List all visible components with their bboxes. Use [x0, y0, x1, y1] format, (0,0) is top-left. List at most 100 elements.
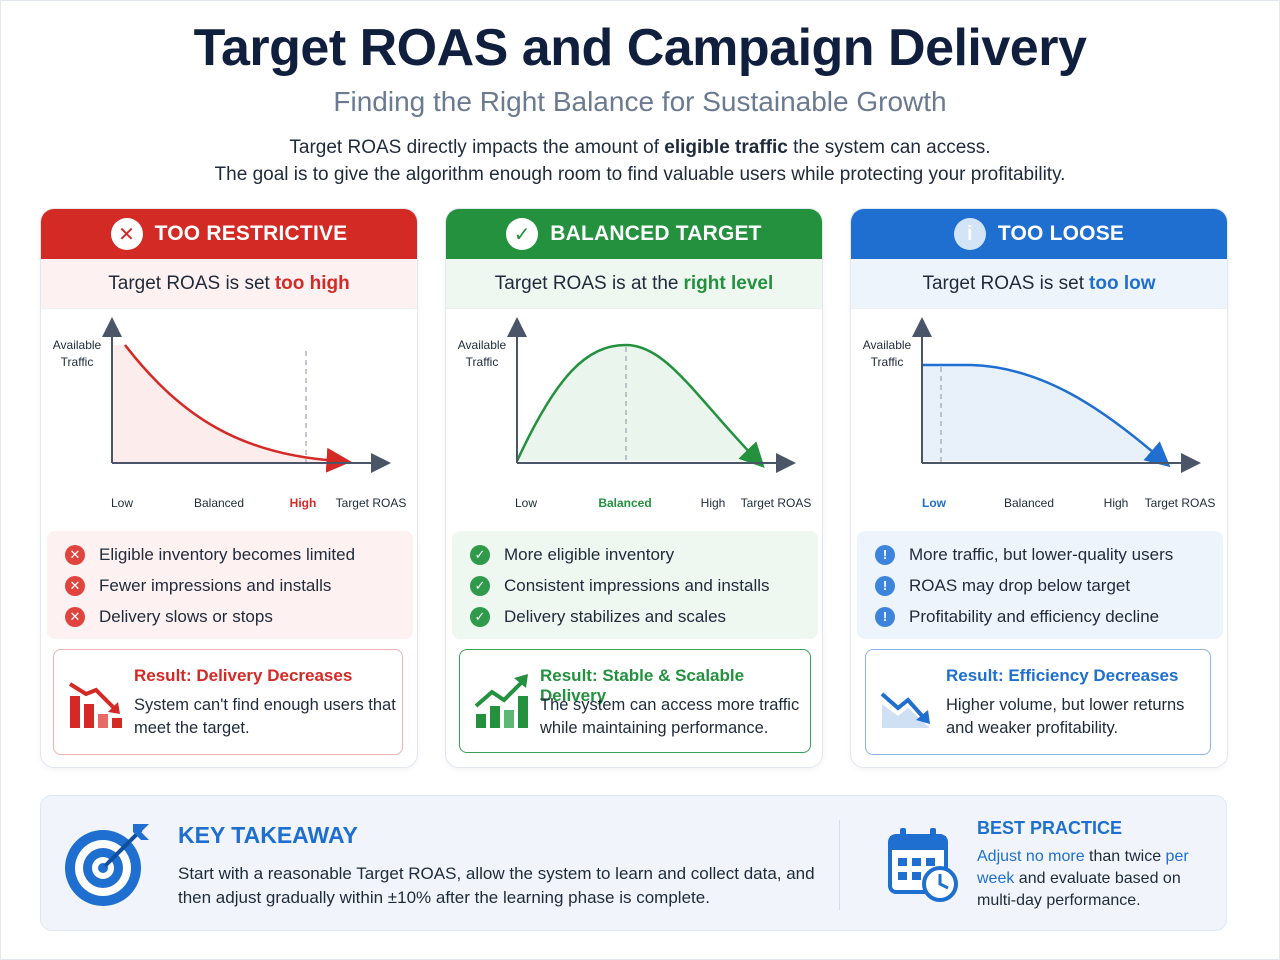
- card-subheader: Target ROAS is at the right level: [446, 259, 822, 309]
- list-item: ! More traffic, but lower-quality users: [875, 539, 1223, 570]
- best-practice-title: BEST PRACTICE: [977, 818, 1123, 838]
- tick-balanced: Balanced: [1004, 496, 1054, 510]
- check-circle-icon: ✓: [470, 606, 490, 627]
- bullet-list: ✕ Eligible inventory becomes limited ✕ Few…: [47, 531, 413, 639]
- bullet-text: ROAS may drop below target: [909, 575, 1131, 595]
- x-label: Target ROAS: [1145, 496, 1216, 510]
- takeaway-panel: KEY TAKEAWAY Start with a reasonable Tar…: [40, 795, 1227, 931]
- best-practice-text: Adjust no more than twice per week and e…: [977, 846, 1207, 912]
- tick-low: Low: [111, 496, 133, 510]
- traffic-chart: Available Traffic Low Balanced High Targ…: [851, 317, 1227, 517]
- card-subheader-text: Target ROAS is set: [922, 272, 1085, 294]
- result-title: Result: Stable & Scalable Delivery: [540, 666, 745, 705]
- result-title: Result: Efficiency Decreases: [946, 666, 1179, 685]
- tick-balanced: Balanced: [598, 496, 651, 510]
- x-circle-icon: ✕: [110, 218, 143, 250]
- tick-high: High: [290, 496, 317, 510]
- x-circle-icon: ✕: [65, 606, 85, 627]
- bullet-text: Fewer impressions and installs: [99, 575, 332, 595]
- bp-text-blue-1: Adjust no more: [977, 848, 1085, 865]
- bullet-list: ✓ More eligible inventory ✓ Consistent imp…: [452, 531, 818, 639]
- chart-curve: [922, 363, 1171, 468]
- exclamation-circle-icon: !: [875, 575, 895, 596]
- x-label: Target ROAS: [741, 496, 812, 510]
- intro-line1-a: Target ROAS directly impacts the amount …: [289, 137, 665, 158]
- card-header-label: BALANCED TARGET: [550, 222, 762, 245]
- result-text: System can't find enough users that meet…: [134, 696, 396, 737]
- y-label-2: Traffic: [466, 355, 499, 369]
- result-text: The system can access more traffic while…: [540, 696, 800, 737]
- list-item: ✕ Delivery slows or stops: [65, 601, 413, 632]
- check-circle-icon: ✓: [470, 544, 490, 565]
- tick-high: High: [1104, 496, 1129, 510]
- x-label: Target ROAS: [336, 496, 407, 510]
- intro-text: Target ROAS directly impacts the amount …: [0, 134, 1280, 188]
- calendar-clock-icon: [888, 828, 958, 902]
- card-header: i TOO LOOSE: [851, 209, 1227, 259]
- result-box: Result: Stable & Scalable Delivery The s…: [459, 649, 811, 753]
- bullet-list: ! More traffic, but lower-quality users !…: [857, 531, 1223, 639]
- card-subheader-highlight: too high: [274, 272, 350, 294]
- divider: [839, 820, 840, 910]
- bullet-text: Profitability and efficiency decline: [909, 606, 1160, 626]
- traffic-chart: Available Traffic Low Balanced High Targ…: [446, 317, 822, 517]
- card-header: ✓ BALANCED TARGET: [446, 209, 822, 259]
- card-subheader-highlight: right level: [683, 272, 774, 294]
- card-header-label: TOO RESTRICTIVE: [154, 222, 348, 245]
- exclamation-circle-icon: !: [875, 606, 895, 627]
- list-item: ✓ More eligible inventory: [470, 539, 818, 570]
- chart-curve: [124, 344, 352, 473]
- card-header: ✕ TOO RESTRICTIVE: [41, 209, 417, 259]
- declining-bars-icon: [68, 682, 122, 728]
- traffic-chart: Available Traffic Low Balanced High Targ…: [41, 317, 417, 517]
- list-item: ✓ Delivery stabilizes and scales: [470, 601, 818, 632]
- intro-line1-bold: eligible traffic: [664, 137, 788, 158]
- chart-area: [112, 345, 339, 463]
- x-circle-icon: ✕: [65, 544, 85, 565]
- result-title: Result: Delivery Decreases: [134, 666, 353, 685]
- target-icon: [65, 824, 149, 906]
- tick-high: High: [701, 496, 726, 510]
- bp-text-2: and evaluate based on multi-day performa…: [977, 870, 1181, 909]
- card-too-loose: i TOO LOOSE Target ROAS is set too low Av…: [850, 208, 1228, 768]
- intro-line2: The goal is to give the algorithm enough…: [214, 164, 1066, 185]
- bullet-text: Delivery stabilizes and scales: [504, 606, 727, 626]
- intro-line1-b: the system can access.: [787, 137, 991, 158]
- list-item: ✕ Eligible inventory becomes limited: [65, 539, 413, 570]
- tick-balanced: Balanced: [194, 496, 244, 510]
- traffic-chart-svg: Available Traffic Low Balanced High Targ…: [53, 317, 407, 510]
- tick-low: Low: [515, 496, 537, 510]
- takeaway-title: KEY TAKEAWAY: [178, 822, 358, 848]
- card-balanced-target: ✓ BALANCED TARGET Target ROAS is at the r…: [445, 208, 823, 768]
- exclamation-circle-icon: !: [875, 544, 895, 565]
- chart-curve: [515, 343, 765, 468]
- traffic-chart-svg: Available Traffic Low Balanced High Targ…: [863, 317, 1216, 510]
- page-subtitle: Finding the Right Balance for Sustainabl…: [333, 86, 947, 117]
- check-circle-icon: ✓: [506, 218, 539, 250]
- info-circle-icon: i: [953, 218, 986, 250]
- list-item: ! Profitability and efficiency decline: [875, 601, 1223, 632]
- bp-text-blue-2: per week: [977, 848, 1189, 887]
- traffic-chart-svg: Available Traffic Low Balanced High Targ…: [458, 317, 812, 510]
- card-too-restrictive: ✕ TOO RESTRICTIVE Target ROAS is set too …: [40, 208, 418, 768]
- x-circle-icon: ✕: [65, 575, 85, 596]
- card-subheader: Target ROAS is set too low: [851, 259, 1227, 309]
- bullet-text: Eligible inventory becomes limited: [99, 544, 356, 564]
- y-label-1: Available: [863, 338, 912, 352]
- bp-text-1: than twice: [1084, 848, 1162, 865]
- result-box: Result: Efficiency Decreases Higher volu…: [865, 649, 1211, 755]
- result-box: Result: Delivery Decreases System can't …: [53, 649, 403, 755]
- y-label-1: Available: [53, 338, 102, 352]
- bullet-text: More traffic, but lower-quality users: [909, 544, 1174, 564]
- y-label-1: Available: [458, 338, 507, 352]
- list-item: ✕ Fewer impressions and installs: [65, 570, 413, 601]
- card-subheader: Target ROAS is set too high: [41, 259, 417, 309]
- growth-bars-icon: [474, 674, 528, 728]
- takeaway-text: Start with a reasonable Target ROAS, all…: [178, 864, 815, 907]
- bullet-text: More eligible inventory: [504, 544, 675, 564]
- list-item: ✓ Consistent impressions and installs: [470, 570, 818, 601]
- y-label-2: Traffic: [871, 355, 904, 369]
- chart-area: [922, 365, 1161, 461]
- card-header-label: TOO LOOSE: [997, 222, 1125, 245]
- check-circle-icon: ✓: [470, 575, 490, 596]
